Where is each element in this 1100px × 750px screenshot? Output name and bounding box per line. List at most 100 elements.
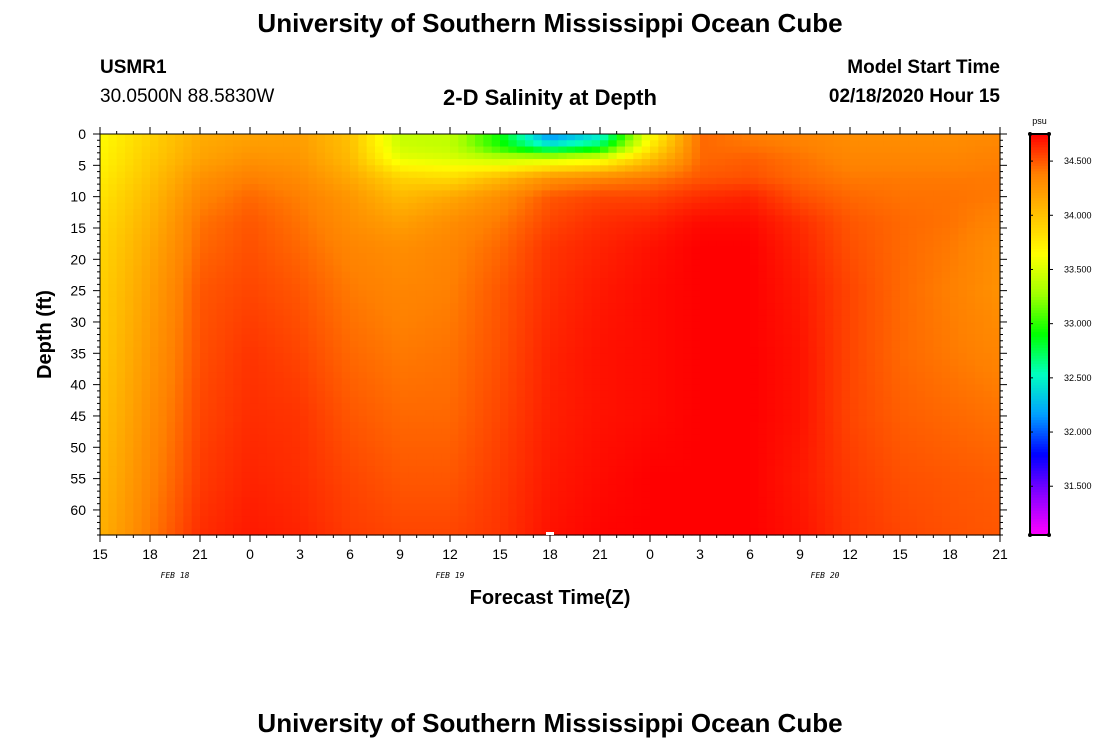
heatmap-cell	[275, 278, 284, 285]
heatmap-cell	[408, 227, 418, 235]
heatmap-cell	[658, 196, 668, 204]
heatmap-cell	[800, 240, 809, 248]
heatmap-cell	[783, 202, 793, 210]
heatmap-cell	[933, 353, 943, 361]
heatmap-cell	[166, 265, 176, 273]
heatmap-cell	[466, 215, 476, 223]
heatmap-cell	[675, 328, 684, 336]
heatmap-cell	[125, 240, 134, 248]
heatmap-cell	[600, 378, 609, 386]
heatmap-cell	[866, 259, 876, 267]
heatmap-cell	[558, 328, 568, 336]
heatmap-cell	[216, 359, 226, 367]
heatmap-cell	[325, 409, 334, 417]
heatmap-cell	[208, 290, 218, 298]
heatmap-cell	[141, 240, 151, 248]
heatmap-cell	[450, 253, 459, 260]
heatmap-cell	[950, 202, 959, 210]
heatmap-cell	[241, 359, 251, 367]
heatmap-cell	[491, 390, 501, 398]
heatmap-cell	[958, 259, 968, 267]
heatmap-cell	[558, 415, 568, 423]
heatmap-cell	[416, 284, 426, 292]
heatmap-cell	[550, 184, 559, 191]
heatmap-cell	[483, 384, 493, 392]
heatmap-cell	[733, 284, 743, 292]
heatmap-cell	[233, 403, 243, 411]
heatmap-cell	[933, 134, 943, 141]
heatmap-cell	[691, 240, 701, 248]
heatmap-cell	[891, 253, 901, 260]
heatmap-cell	[866, 284, 876, 292]
heatmap-cell	[108, 384, 118, 392]
heatmap-cell	[358, 403, 368, 411]
heatmap-cell	[666, 246, 676, 254]
heatmap-cell	[891, 171, 901, 179]
heatmap-cell	[616, 353, 626, 361]
heatmap-cell	[608, 290, 618, 298]
heatmap-cell	[733, 146, 743, 154]
heatmap-cell	[833, 365, 843, 373]
heatmap-cell	[983, 196, 993, 204]
heatmap-cell	[333, 296, 343, 304]
heatmap-cell	[233, 184, 243, 191]
heatmap-cell	[900, 177, 909, 185]
heatmap-cell	[675, 215, 684, 223]
heatmap-cell	[916, 246, 926, 254]
heatmap-cell	[150, 253, 159, 260]
heatmap-cell	[741, 190, 751, 198]
heatmap-cell	[533, 315, 543, 323]
heatmap-cell	[691, 196, 701, 204]
heatmap-cell	[608, 265, 618, 273]
heatmap-cell	[725, 303, 734, 311]
heatmap-cell	[366, 152, 376, 160]
heatmap-cell	[391, 390, 401, 398]
heatmap-cell	[691, 184, 701, 191]
heatmap-cell	[783, 378, 793, 386]
heatmap-cell	[933, 403, 943, 411]
heatmap-cell	[433, 177, 443, 185]
heatmap-cell	[616, 321, 626, 329]
heatmap-cell	[191, 171, 201, 179]
heatmap-cell	[733, 159, 743, 166]
heatmap-cell	[100, 177, 109, 185]
heatmap-cell	[250, 340, 259, 348]
heatmap-cell	[308, 284, 318, 292]
heatmap-cell	[708, 259, 718, 267]
heatmap-cell	[866, 134, 876, 141]
heatmap-cell	[850, 253, 859, 260]
heatmap-cell	[341, 321, 351, 329]
heatmap-cell	[825, 234, 834, 242]
heatmap-cell	[666, 334, 676, 342]
heatmap-cell	[133, 265, 143, 273]
heatmap-cell	[725, 240, 734, 248]
heatmap-cell	[808, 184, 818, 191]
heatmap-cell	[925, 353, 934, 361]
heatmap-cell	[508, 315, 518, 323]
heatmap-cell	[391, 290, 401, 298]
heatmap-cell	[183, 234, 193, 242]
heatmap-cell	[200, 315, 209, 323]
heatmap-cell	[775, 221, 784, 229]
heatmap-cell	[125, 328, 134, 336]
heatmap-cell	[100, 409, 109, 417]
heatmap-cell	[575, 196, 584, 204]
heatmap-cell	[275, 190, 284, 198]
heatmap-cell	[850, 265, 859, 273]
heatmap-cell	[891, 415, 901, 423]
heatmap-cell	[133, 328, 143, 336]
heatmap-cell	[650, 359, 659, 367]
heatmap-cell	[141, 390, 151, 398]
heatmap-cell	[625, 265, 634, 273]
heatmap-cell	[533, 165, 543, 173]
heatmap-cell	[941, 152, 951, 160]
heatmap-cell	[708, 165, 718, 173]
heatmap-cell	[583, 253, 593, 260]
heatmap-cell	[708, 265, 718, 273]
heatmap-cell	[591, 177, 601, 185]
heatmap-cell	[675, 378, 684, 386]
heatmap-cell	[633, 353, 643, 361]
heatmap-cell	[966, 265, 976, 273]
heatmap-cell	[733, 378, 743, 386]
heatmap-cell	[816, 384, 826, 392]
